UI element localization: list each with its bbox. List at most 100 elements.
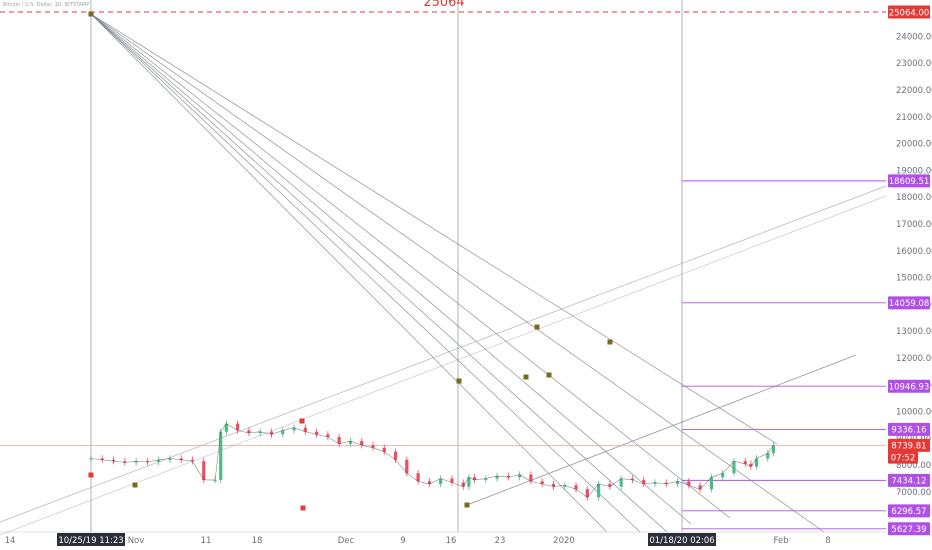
price-label-bg xyxy=(888,473,930,487)
price-axis-tick: 20000.00 xyxy=(896,140,932,150)
candle-body xyxy=(111,459,116,462)
candle-body xyxy=(100,458,104,460)
candle-body xyxy=(269,431,274,435)
pivot-marker xyxy=(546,372,552,378)
price-label-text: 14059.08 xyxy=(889,299,930,309)
candle-body xyxy=(664,482,668,484)
price-axis-tick: 15000.00 xyxy=(896,274,932,284)
candle-body xyxy=(123,461,127,463)
candle-body xyxy=(219,431,223,480)
price-label-text: 10946.93 xyxy=(889,383,930,393)
candle-body xyxy=(303,427,307,432)
candle-body xyxy=(467,477,471,487)
price-label-text: 7434.12 xyxy=(891,477,926,487)
candle-body xyxy=(281,430,285,435)
level-price-label: 7434.12 xyxy=(888,473,930,487)
time-axis-tick: 16 xyxy=(446,536,457,546)
price-axis-tick: 17000.00 xyxy=(896,220,932,230)
time-axis-tick: 23 xyxy=(495,536,506,546)
price-axis-tick: 21000.00 xyxy=(896,113,932,123)
candle-body xyxy=(771,445,776,454)
candle-body xyxy=(529,474,533,482)
candle-body xyxy=(213,479,217,481)
price-label-bg xyxy=(888,296,930,310)
candle-body xyxy=(179,458,183,460)
candle-body xyxy=(518,474,522,478)
price-label-bg xyxy=(888,504,930,518)
candle-body xyxy=(766,453,770,459)
level-price-label: 14059.08 xyxy=(888,296,930,310)
price-label-text: 8739.81 xyxy=(891,442,926,452)
price-axis-tick: 24000.00 xyxy=(896,32,932,42)
candle-body xyxy=(749,463,753,467)
price-axis-tick: 12000.00 xyxy=(896,354,932,364)
candle-body xyxy=(326,434,330,438)
price-label-text: 6296.57 xyxy=(891,507,926,517)
candle-body xyxy=(721,473,725,478)
candle-body xyxy=(258,431,262,434)
candle-body xyxy=(630,478,635,480)
time-axis-tick: Nov xyxy=(128,536,145,546)
time-axis-tick: Feb xyxy=(773,536,788,546)
candle-body xyxy=(506,475,510,478)
price-label-bg xyxy=(888,379,930,393)
candle-body xyxy=(754,458,759,467)
candle-body xyxy=(461,482,465,487)
candle-body xyxy=(157,459,161,462)
candle-body xyxy=(427,481,431,484)
time-axis-tick: 2020 xyxy=(553,536,575,546)
price-label-bg xyxy=(888,438,930,452)
price-axis-tick: 7000.00 xyxy=(896,488,931,498)
price-axis-tick: 19000.00 xyxy=(896,166,932,176)
fan-line xyxy=(90,13,692,525)
current-price-label: 8739.81 xyxy=(888,438,930,452)
candle-body xyxy=(563,485,567,487)
price-label-bg xyxy=(888,450,918,464)
date-label-bg xyxy=(648,533,716,546)
candle-body xyxy=(709,477,713,490)
pivot-marker-red xyxy=(299,418,305,424)
candle-body xyxy=(675,481,680,484)
date-label-bg xyxy=(57,533,125,546)
candle-body xyxy=(236,423,240,431)
candle-body xyxy=(416,473,420,482)
resistance-annotation: 25064 xyxy=(423,0,464,10)
candle-body xyxy=(574,485,578,490)
pivot-marker-red xyxy=(88,472,94,478)
candle-body xyxy=(393,451,398,460)
candle-body xyxy=(89,458,93,460)
pivot-marker-red xyxy=(300,505,306,511)
price-axis-tick: 10000.00 xyxy=(896,408,932,418)
level-price-label: 6296.57 xyxy=(888,504,930,518)
candle-body xyxy=(732,461,736,474)
price-label-text: 5627.39 xyxy=(891,525,926,535)
level-price-label: 10946.93 xyxy=(888,379,930,393)
candle-body xyxy=(202,461,206,480)
candle-body xyxy=(551,483,556,487)
crosshair-date-label-left: 10/25/19 11:23 xyxy=(57,533,125,546)
price-label-bg xyxy=(888,422,930,436)
crosshair-date-label-right: 01/18/20 02:06 xyxy=(648,533,716,546)
time-axis-tick: 9 xyxy=(400,536,405,546)
price-label-text: 07:52 xyxy=(891,453,916,463)
time-axis-tick: 8 xyxy=(825,536,830,546)
candle-body xyxy=(608,483,612,487)
candle-body xyxy=(371,445,375,448)
price-label-bg xyxy=(888,174,930,188)
candle-body xyxy=(405,459,409,474)
price-axis-tick: 16000.00 xyxy=(896,247,932,257)
candle-body xyxy=(540,481,544,484)
candle-body xyxy=(292,427,296,431)
candle-body xyxy=(472,477,477,480)
candle-body xyxy=(495,475,499,479)
candle-body xyxy=(247,430,251,434)
candle-body xyxy=(145,461,149,463)
price-axis-tick: 22000.00 xyxy=(896,86,932,96)
candle-body xyxy=(382,447,386,452)
candle-body xyxy=(450,478,454,483)
price-label-text: 9336.16 xyxy=(891,426,926,436)
pivot-marker xyxy=(534,324,540,330)
